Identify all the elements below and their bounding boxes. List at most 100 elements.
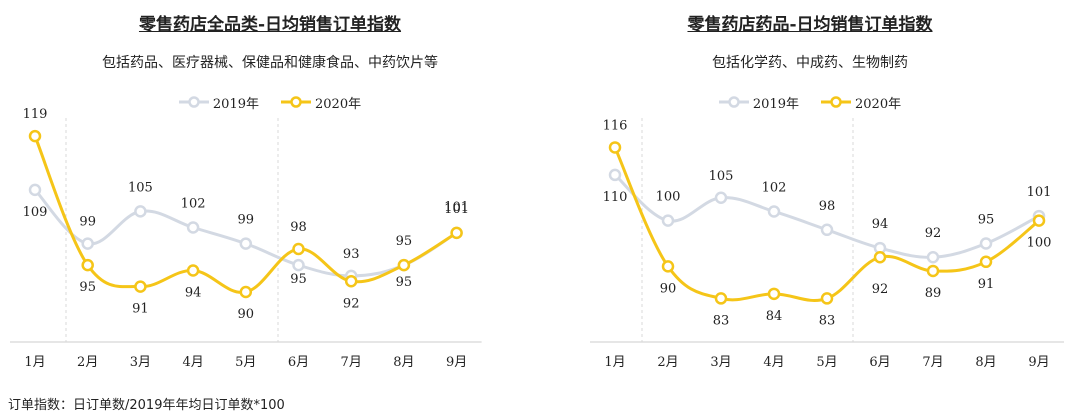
data-point[interactable] — [714, 292, 728, 305]
data-point[interactable] — [239, 237, 253, 250]
x-tick-label: 3月 — [710, 355, 731, 370]
data-label: 101 — [1027, 185, 1052, 200]
data-point[interactable] — [292, 242, 305, 256]
data-point[interactable] — [979, 255, 993, 269]
data-point[interactable] — [608, 141, 622, 154]
legend-item-2019[interactable]: 2019年 — [718, 93, 799, 112]
data-label: 91 — [132, 302, 149, 317]
data-label: 100 — [1027, 236, 1052, 251]
data-point[interactable] — [292, 258, 305, 272]
data-point[interactable] — [926, 264, 940, 278]
data-point[interactable] — [873, 250, 887, 264]
legend-item-2020[interactable]: 2020年 — [281, 93, 361, 112]
data-label: 98 — [819, 199, 836, 214]
data-label: 92 — [343, 296, 360, 311]
x-tick-label: 2月 — [657, 355, 678, 370]
data-point[interactable] — [661, 260, 675, 273]
data-point[interactable] — [134, 205, 147, 218]
data-point[interactable] — [28, 129, 42, 143]
data-label: 91 — [978, 277, 995, 292]
data-point[interactable] — [767, 205, 781, 218]
footnote: 订单指数：日订单数/2019年年均日订单数*100 — [8, 398, 285, 413]
data-label: 116 — [603, 118, 628, 133]
data-point[interactable] — [186, 221, 200, 234]
data-point[interactable] — [344, 275, 358, 288]
x-tick-label: 7月 — [341, 355, 362, 370]
x-tick-label: 6月 — [288, 355, 309, 370]
data-label: 89 — [925, 286, 942, 301]
chart-subtitle: 包括化学药、中成药、生物制药 — [712, 55, 908, 71]
legend-marker-2019 — [718, 96, 749, 108]
data-point[interactable] — [28, 183, 42, 197]
data-label: 94 — [185, 286, 202, 301]
data-point[interactable] — [186, 264, 200, 277]
data-label: 101 — [444, 200, 469, 215]
data-point[interactable] — [397, 258, 411, 272]
data-label: 102 — [181, 197, 206, 212]
chart-legend: 2019年 2020年 — [0, 92, 540, 112]
chart-panel-right: 零售药店药品-日均销售订单指数 包括化学药、中成药、生物制药 2019年 202… — [540, 0, 1080, 380]
series-line-2019年 — [613, 173, 1040, 259]
legend-label-2019: 2019年 — [752, 96, 799, 112]
data-label: 99 — [79, 215, 96, 230]
data-point[interactable] — [979, 237, 993, 250]
x-tick-label: 1月 — [24, 355, 45, 370]
data-label: 98 — [290, 220, 307, 235]
chart-panel-left: 零售药店全品类-日均销售订单指数 包括药品、医疗器械、保健品和健康食品、中药饮片… — [0, 0, 540, 380]
data-label: 90 — [238, 307, 255, 322]
x-tick-label: 1月 — [604, 355, 625, 370]
legend-item-2019[interactable]: 2019年 — [178, 93, 259, 112]
data-point[interactable] — [1032, 214, 1046, 227]
data-point[interactable] — [661, 214, 675, 227]
x-tick-label: 5月 — [816, 355, 837, 370]
legend-marker-2020 — [821, 96, 851, 108]
data-label: 99 — [238, 213, 255, 228]
data-label: 93 — [343, 247, 360, 262]
x-tick-label: 3月 — [130, 355, 151, 370]
x-tick-label: 8月 — [393, 355, 414, 370]
x-tick-label: 8月 — [975, 355, 996, 370]
data-label: 92 — [925, 226, 942, 241]
x-tick-label: 9月 — [446, 355, 467, 370]
data-label: 92 — [872, 282, 889, 297]
x-tick-label: 2月 — [77, 355, 98, 370]
data-point[interactable] — [820, 223, 834, 237]
x-tick-label: 5月 — [235, 355, 256, 370]
chart-title: 零售药店全品类-日均销售订单指数 — [138, 15, 402, 35]
x-tick-label: 7月 — [922, 355, 943, 370]
data-point[interactable] — [714, 191, 728, 205]
legend-marker-2020 — [281, 96, 311, 108]
legend-label-2019: 2019年 — [212, 96, 259, 112]
x-tick-label: 4月 — [763, 355, 784, 370]
data-label: 83 — [819, 313, 836, 328]
data-point[interactable] — [820, 292, 834, 305]
data-label: 110 — [603, 190, 628, 205]
data-label: 102 — [762, 180, 787, 195]
data-label: 94 — [872, 217, 889, 232]
data-label: 83 — [713, 313, 730, 328]
data-point[interactable] — [450, 226, 463, 240]
legend-label-2020: 2020年 — [855, 96, 902, 112]
data-label: 95 — [396, 275, 413, 290]
data-label: 95 — [978, 213, 995, 228]
legend-marker-2019 — [178, 96, 209, 108]
legend-label-2020: 2020年 — [315, 96, 362, 112]
data-point[interactable] — [767, 287, 781, 301]
data-point[interactable] — [81, 237, 94, 250]
data-label: 84 — [766, 309, 783, 324]
data-point[interactable] — [134, 280, 147, 293]
data-label: 109 — [23, 205, 48, 220]
legend-item-2020[interactable]: 2020年 — [821, 93, 901, 112]
chart-title: 零售药店药品-日均销售订单指数 — [687, 15, 933, 35]
x-tick-label: 9月 — [1028, 355, 1049, 370]
data-point[interactable] — [926, 250, 940, 264]
data-label: 95 — [396, 234, 413, 249]
data-point[interactable] — [239, 285, 253, 299]
data-label: 105 — [709, 169, 734, 184]
series-line-2019年 — [33, 188, 458, 278]
data-point[interactable] — [608, 168, 622, 182]
x-tick-label: 6月 — [869, 355, 890, 370]
line-chart-plot: 1月 2月 3月 4月 5月 6月 7月 8月 9月 109 99 105 102 99 95 93 95 101… — [10, 107, 482, 370]
data-point[interactable] — [81, 258, 94, 272]
line-chart-plot: 1月 2月 3月 4月 5月 6月 7月 8月 9月 110 100 105 102 98 94 92 95 10… — [590, 118, 1064, 370]
